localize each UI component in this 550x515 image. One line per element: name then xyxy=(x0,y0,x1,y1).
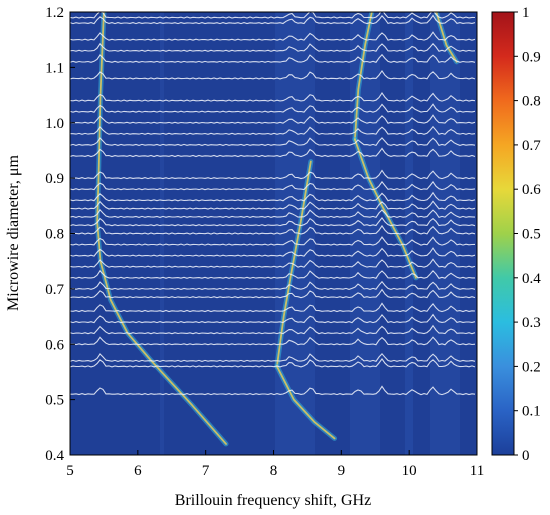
x-tick-label: 5 xyxy=(66,463,74,479)
spectrum-trace xyxy=(70,208,476,219)
spectrum-trace xyxy=(70,191,476,202)
resonance-branch xyxy=(96,12,227,445)
y-tick-label: 0.8 xyxy=(45,227,64,243)
colorbar-tick-label: 0.8 xyxy=(522,94,541,110)
spectrum-trace xyxy=(70,147,476,158)
spectrum-trace xyxy=(70,114,476,124)
spectrum-trace xyxy=(70,137,476,147)
spectrum-trace xyxy=(70,169,476,180)
x-tick-label: 10 xyxy=(402,463,417,479)
spectrum-trace xyxy=(70,92,476,102)
y-tick-label: 0.6 xyxy=(45,337,64,353)
resonance-branch xyxy=(353,138,417,279)
colorbar-tick-label: 0.3 xyxy=(522,315,541,331)
x-tick-label: 7 xyxy=(202,463,210,479)
x-tick-label: 6 xyxy=(134,463,142,479)
spectrum-trace xyxy=(70,385,476,396)
colorbar-tick-label: 1 xyxy=(522,5,530,21)
spectrum-trace xyxy=(70,180,476,191)
spectrum-trace xyxy=(70,69,476,80)
colorbar: 0 0.1 0.2 0.3 0.4 0.5 0.6 0.7 0.8 0.9 1 xyxy=(491,5,541,464)
spectrum-trace xyxy=(70,258,476,268)
spectrum-trace xyxy=(70,336,476,346)
spectrum-trace xyxy=(70,200,476,210)
y-tick-label: 1.1 xyxy=(45,60,64,76)
colorbar-tick-label: 0.2 xyxy=(522,359,541,375)
spectra-traces xyxy=(70,12,476,396)
x-axis-label: Brillouin frequency shift, GHz xyxy=(175,492,371,509)
y-tick-label: 1.2 xyxy=(45,5,64,21)
spectrum-trace xyxy=(70,313,476,324)
x-tick-label: 9 xyxy=(338,463,346,479)
spectrum-trace xyxy=(70,224,476,235)
spectrum-trace xyxy=(70,302,476,313)
spectrum-trace xyxy=(70,324,476,335)
spectrum-trace xyxy=(70,280,476,290)
spectrum-trace xyxy=(70,42,476,52)
spectrum-trace xyxy=(70,217,476,227)
y-tick-label: 0.9 xyxy=(45,171,64,187)
y-axis-label: Microwire diameter, μm xyxy=(5,155,22,311)
spectrum-trace xyxy=(70,53,476,63)
y-tick-label: 1.0 xyxy=(45,116,64,132)
x-tick-label: 11 xyxy=(470,463,484,479)
spectrum-trace xyxy=(70,247,476,257)
colorbar-ticks: 0 0.1 0.2 0.3 0.4 0.5 0.6 0.7 0.8 0.9 1 xyxy=(514,5,541,464)
resonance-branch xyxy=(353,12,373,141)
colorbar-tick-label: 0 xyxy=(522,448,530,464)
y-axis-ticks: 0.4 0.5 0.6 0.7 0.8 0.9 1.0 1.1 1.2 xyxy=(45,5,75,464)
spectrum-trace xyxy=(70,125,476,135)
stripe-band xyxy=(405,12,413,455)
colorbar-tick-label: 0.4 xyxy=(522,271,541,287)
spectrum-trace xyxy=(70,357,476,368)
plot-area xyxy=(69,11,478,456)
spectrum-trace xyxy=(70,269,475,279)
colorbar-gradient xyxy=(491,11,515,456)
resonance-branch xyxy=(275,365,336,440)
y-tick-label: 0.7 xyxy=(45,282,64,298)
colorbar-tick-label: 0.5 xyxy=(522,227,541,243)
spectrum-trace xyxy=(70,12,476,19)
colorbar-tick-label: 0.7 xyxy=(522,138,541,154)
spectrum-trace xyxy=(70,236,476,246)
y-tick-label: 0.4 xyxy=(45,448,64,464)
spectrum-trace xyxy=(70,31,476,41)
colorbar-tick-label: 0.6 xyxy=(522,182,541,198)
spectrum-trace xyxy=(70,14,476,25)
colorbar-tick-label: 0.9 xyxy=(522,49,541,65)
colorbar-tick-label: 0.1 xyxy=(522,404,541,420)
y-tick-label: 0.5 xyxy=(45,393,64,409)
spectrum-trace xyxy=(70,352,476,362)
spectrum-trace xyxy=(70,288,476,299)
spectrum-trace xyxy=(70,103,476,113)
x-axis-ticks: 5 6 7 8 9 10 11 xyxy=(66,450,484,479)
x-tick-label: 8 xyxy=(270,463,278,479)
